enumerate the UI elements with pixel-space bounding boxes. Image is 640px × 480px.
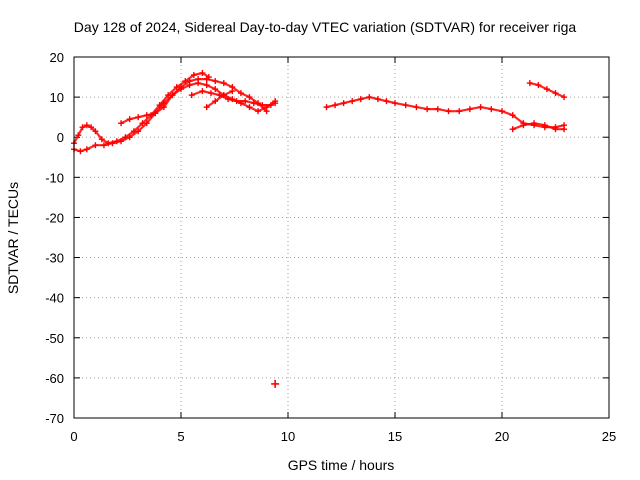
y-tick-label: -60 [45, 371, 64, 386]
x-tick-label: 5 [177, 429, 184, 444]
x-axis-label: GPS time / hours [288, 457, 395, 473]
x-tick-label: 10 [281, 429, 295, 444]
y-tick-label: -30 [45, 251, 64, 266]
series-trace-b [71, 80, 279, 155]
y-tick-label: -50 [45, 331, 64, 346]
x-tick-labels: 0 5 10 15 20 25 [70, 429, 616, 444]
x-tick-label: 25 [602, 429, 616, 444]
series-band [72, 71, 210, 145]
plot-frame [73, 56, 610, 419]
x-tick-label: 20 [495, 429, 509, 444]
y-tick-labels: 20 10 0 -10 -20 -30 -40 -50 -60 -70 [45, 50, 64, 426]
series-band [325, 96, 566, 129]
series-trace-g [509, 120, 568, 133]
y-tick-label: -20 [45, 210, 64, 225]
x-tick-label: 0 [70, 429, 77, 444]
y-tick-label: 20 [50, 50, 64, 65]
y-tick-label: -40 [45, 291, 64, 306]
y-tick-label: -70 [45, 411, 64, 426]
y-tick-label: 10 [50, 90, 64, 105]
series-outlier [271, 379, 280, 388]
series-band [205, 90, 234, 109]
x-tick-label: 15 [388, 429, 402, 444]
y-tick-label: 0 [57, 130, 64, 145]
y-axis-label: SDTVAR / TECUs [5, 182, 21, 294]
series-trace-h [526, 80, 568, 101]
series-trace-e [203, 88, 236, 111]
series-trace-d [188, 88, 279, 109]
grid [74, 57, 609, 418]
y-tick-label: -10 [45, 170, 64, 185]
chart-title: Day 128 of 2024, Sidereal Day-to-day VTE… [74, 19, 577, 35]
data-series [71, 70, 568, 388]
